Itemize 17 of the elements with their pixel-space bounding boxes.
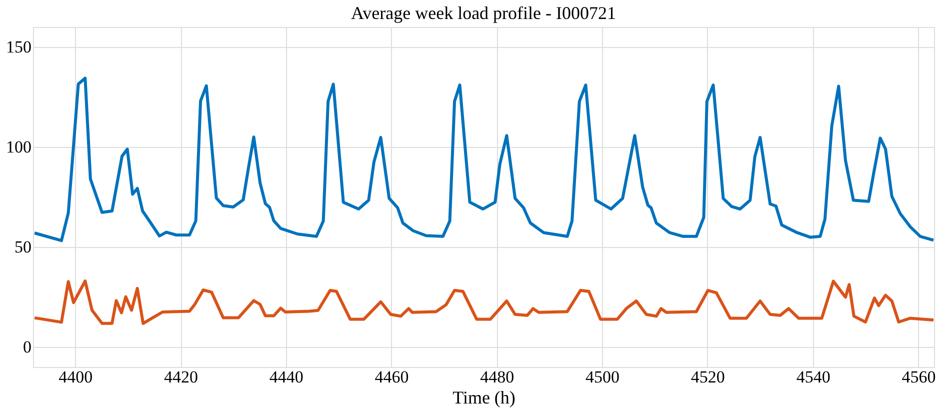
x-tick-label: 4540 bbox=[796, 368, 830, 386]
line-series bbox=[33, 280, 935, 325]
y-tick-label: 0 bbox=[23, 338, 32, 356]
line-series bbox=[33, 76, 935, 242]
y-tick-label: 50 bbox=[14, 238, 32, 256]
chart-title: Average week load profile - I000721 bbox=[350, 3, 616, 23]
x-tick-label: 4460 bbox=[374, 368, 409, 386]
y-tick-label: 100 bbox=[6, 138, 32, 156]
x-tick-label: 4400 bbox=[58, 368, 93, 386]
x-tick-label: 4420 bbox=[164, 368, 198, 386]
x-tick-label: 4500 bbox=[586, 368, 620, 386]
x-axis-title: Time (h) bbox=[452, 388, 516, 408]
y-tick-label: 150 bbox=[6, 38, 32, 56]
x-tick-label: 4560 bbox=[902, 368, 936, 386]
x-tick-label: 4480 bbox=[480, 368, 514, 386]
x-tick-label: 4440 bbox=[269, 368, 304, 386]
x-tick-label: 4520 bbox=[690, 368, 725, 386]
